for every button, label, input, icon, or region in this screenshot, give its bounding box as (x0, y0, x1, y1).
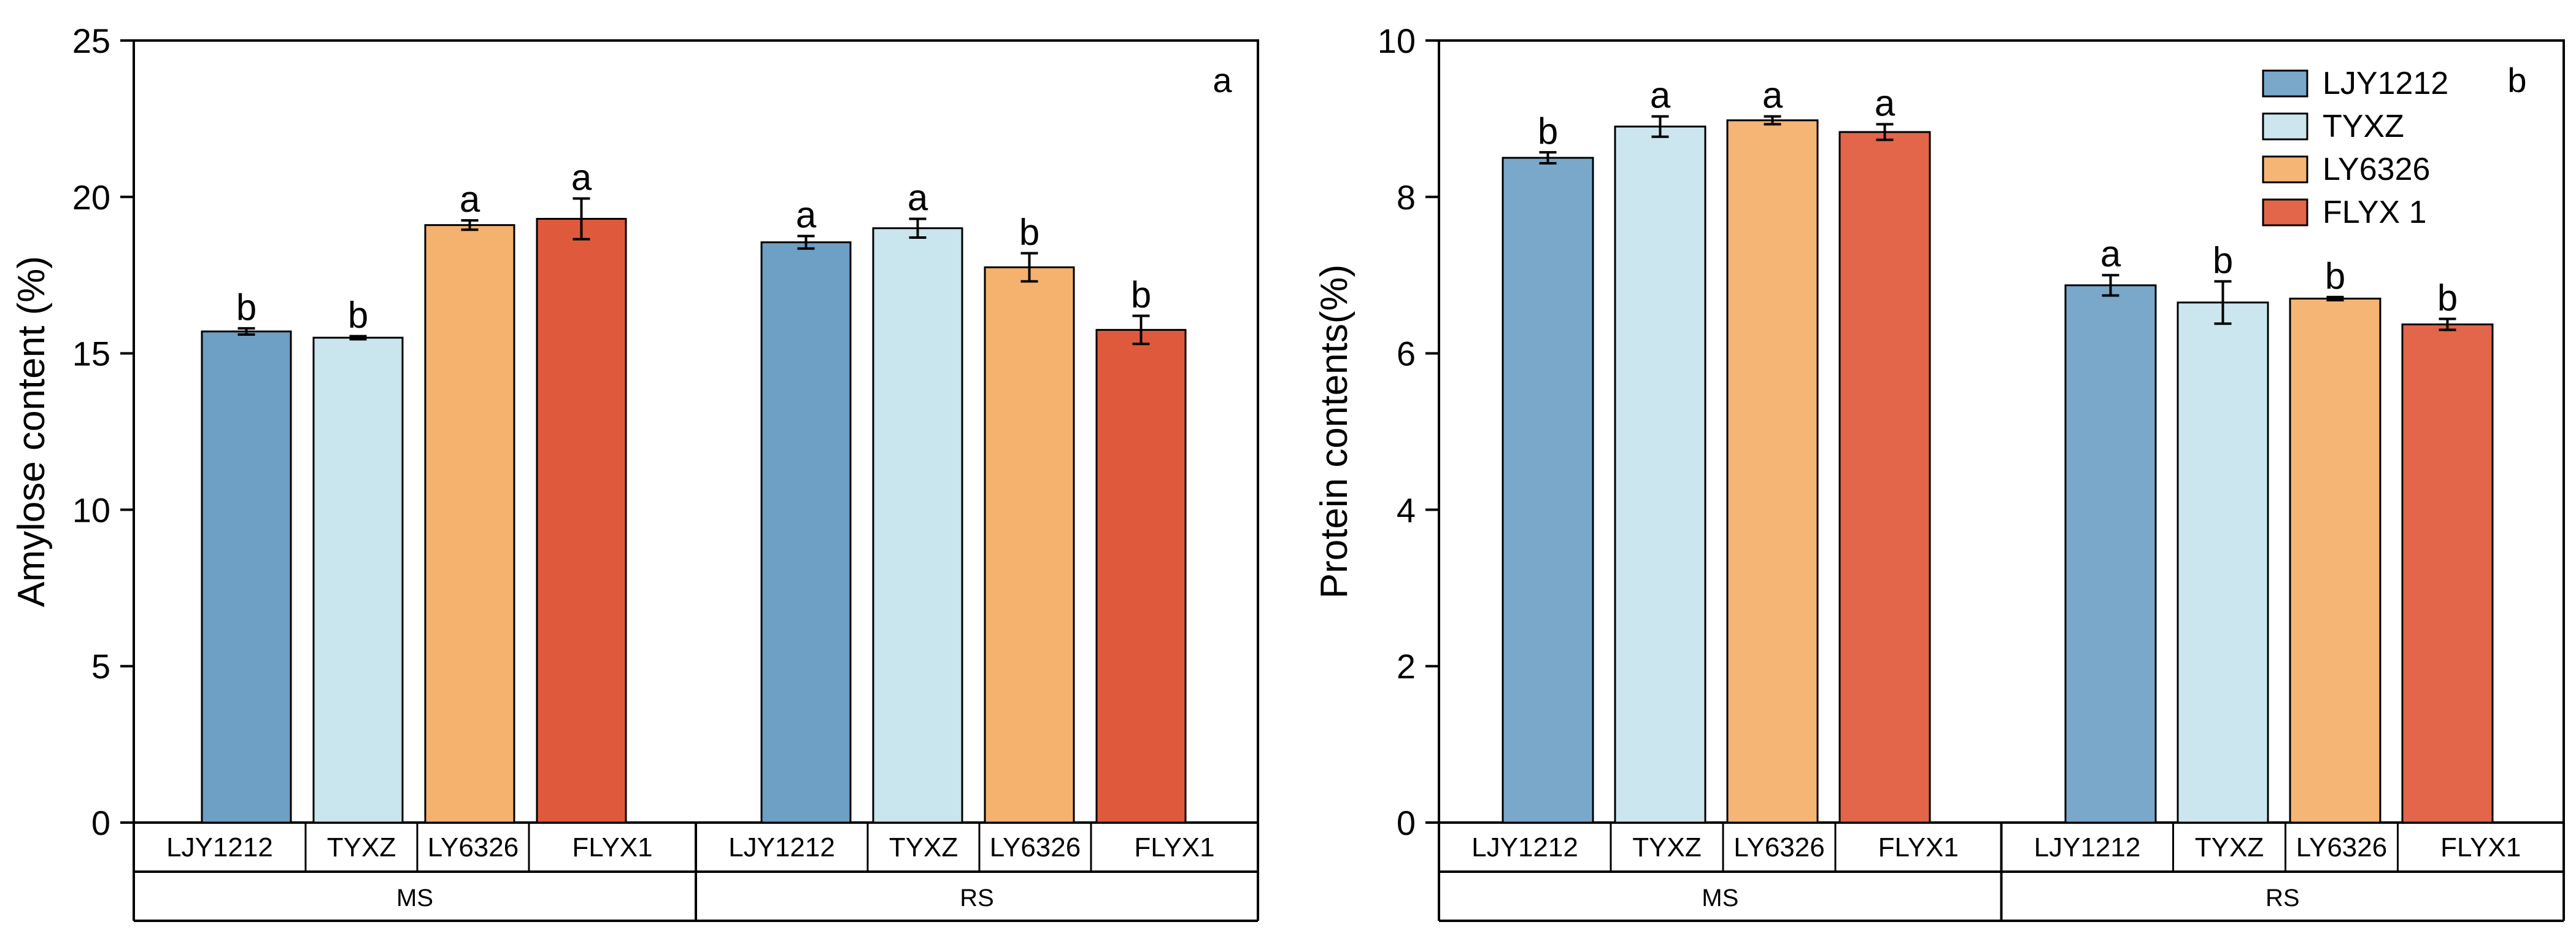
significance-b-ms-tyxz: a (1650, 75, 1671, 116)
panel-b-category-label: LY6326 (1733, 832, 1824, 862)
significance-a-ms-ly6326: a (460, 179, 480, 220)
significance-b-rs-ljy1212: a (2100, 233, 2121, 274)
significance-a-rs-ljy1212: a (796, 195, 817, 236)
panel-b-category-label: LJY1212 (2034, 832, 2141, 862)
panel-a-group-label-rs: RS (960, 885, 994, 912)
panel-a-y-tick-label: 10 (72, 490, 110, 529)
significance-a-rs-tyxz: a (908, 177, 928, 218)
significance-b-rs-ly6326: b (2325, 255, 2345, 296)
significance-b-ms-flyx1: a (1875, 82, 1895, 123)
bar-a-rs-flyx1 (1095, 328, 1187, 824)
significance-b-ms-ljy1212: b (1538, 110, 1558, 152)
panel-b-category-label: LJY1212 (1471, 832, 1578, 862)
legend-label-ly6326: LY6326 (2323, 152, 2430, 187)
panel-b-y-tick-label: 8 (1397, 178, 1416, 217)
bar-b-ms-ljy1212 (1502, 157, 1594, 824)
legend-swatch-tyxz (2262, 112, 2308, 141)
significance-a-ms-ljy1212: b (236, 287, 256, 328)
significance-b-ms-ly6326: a (1762, 75, 1783, 116)
panel-b-y-tick-label: 6 (1397, 335, 1416, 373)
panel-a-category-label: FLYX1 (1134, 832, 1214, 862)
panel-a-y-tick-label: 25 (72, 21, 110, 60)
bar-b-ms-tyxz (1614, 125, 1706, 824)
bar-a-ms-ly6326 (424, 224, 515, 824)
legend-swatch-ljy1212 (2262, 69, 2308, 98)
panel-a-category-label: LY6326 (990, 832, 1081, 862)
panel-b-category-label: FLYX1 (2440, 832, 2521, 862)
bar-a-ms-tyxz (312, 336, 404, 824)
significance-a-ms-flyx1: a (571, 157, 592, 198)
panel-a-letter: a (1213, 61, 1232, 99)
bar-b-ms-ly6326 (1726, 119, 1819, 824)
panel-a-y-tick-label: 20 (72, 178, 110, 217)
panel-a-y-tick-label: 0 (91, 804, 110, 842)
panel-a-category-label: LY6326 (428, 832, 519, 862)
legend-label-ljy1212: LJY1212 (2323, 66, 2448, 101)
panel-a-y-tick-label: 5 (91, 647, 110, 686)
panel-b-group-label-ms: MS (1702, 885, 1738, 912)
panel-a-plot-frame (133, 39, 1259, 824)
panel-a-category-label: LJY1212 (166, 832, 273, 862)
panel-b-y-tick-label: 4 (1397, 490, 1416, 529)
panel-b-y-axis-title: Protein contents(%) (1313, 265, 1355, 599)
legend-label-flyx1: FLYX 1 (2323, 195, 2427, 230)
panel-b-group-label-rs: RS (2266, 885, 2300, 912)
bar-b-rs-flyx1 (2401, 323, 2494, 824)
panel-b-category-label: LY6326 (2296, 832, 2387, 862)
panel-a-category-label: TYXZ (327, 832, 396, 862)
significance-b-rs-tyxz: b (2213, 239, 2233, 281)
panel-a-category-label: FLYX1 (572, 832, 652, 862)
significance-a-ms-tyxz: b (348, 295, 368, 336)
panel-b-category-label: FLYX1 (1878, 832, 1959, 862)
panel-b-category-label: TYXZ (1632, 832, 1701, 862)
bar-a-rs-ljy1212 (760, 241, 852, 824)
panel-a-category-label: LJY1212 (728, 832, 835, 862)
bar-b-rs-ly6326 (2289, 297, 2381, 824)
legend-swatch-flyx1 (2262, 198, 2308, 227)
bar-a-ms-flyx1 (536, 217, 627, 824)
bar-a-rs-ly6326 (984, 266, 1075, 824)
panel-a-category-label: TYXZ (889, 832, 958, 862)
panel-b-category-label: TYXZ (2195, 832, 2264, 862)
bar-b-ms-flyx1 (1838, 131, 1931, 824)
panel-a-y-tick-label: 15 (72, 335, 110, 373)
panel-b-y-tick-label: 2 (1397, 647, 1416, 686)
panel-b-letter: b (2507, 61, 2526, 99)
significance-a-rs-ly6326: b (1019, 212, 1039, 253)
bar-a-rs-tyxz (872, 227, 963, 824)
bar-b-rs-ljy1212 (2064, 284, 2157, 824)
significance-b-rs-flyx1: b (2437, 277, 2458, 319)
bar-a-ms-ljy1212 (201, 330, 292, 824)
legend-label-tyxz: TYXZ (2323, 109, 2404, 144)
panel-b-y-tick-label: 10 (1378, 21, 1416, 60)
panel-a-group-label-ms: MS (396, 885, 433, 912)
significance-a-rs-flyx1: b (1131, 274, 1151, 315)
panel-a-y-axis-title: Amylose content (%) (10, 256, 53, 607)
legend-swatch-ly6326 (2262, 155, 2308, 184)
bar-b-rs-tyxz (2177, 301, 2269, 824)
panel-b-y-tick-label: 0 (1397, 804, 1416, 842)
